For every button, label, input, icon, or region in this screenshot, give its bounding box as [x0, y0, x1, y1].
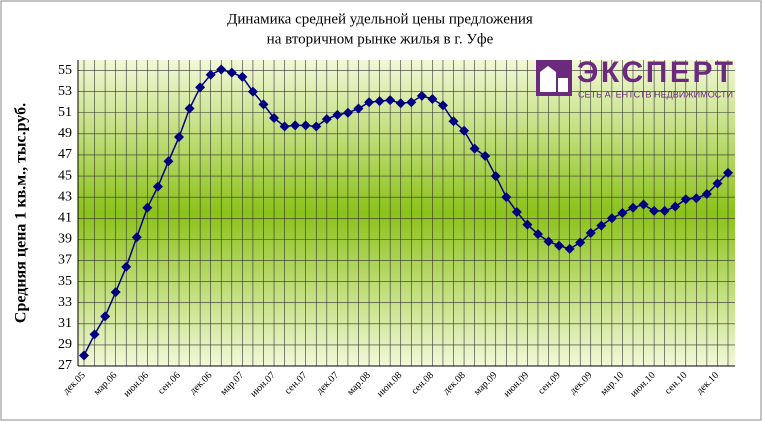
y-tick-label: 31 — [58, 316, 72, 331]
data-point — [670, 201, 681, 212]
y-tick-label: 33 — [58, 295, 72, 310]
data-point — [448, 116, 459, 127]
y-tick-label: 43 — [58, 189, 72, 204]
chart-title: Динамика средней удельной цены предложен… — [227, 11, 533, 27]
data-point — [501, 192, 512, 203]
data-point — [723, 167, 733, 178]
data-point — [258, 99, 269, 110]
data-point — [342, 107, 353, 118]
data-point — [163, 156, 174, 167]
data-point — [247, 86, 258, 97]
data-point — [290, 120, 301, 131]
data-point — [680, 194, 691, 205]
y-tick-label: 39 — [58, 232, 72, 247]
data-point — [585, 228, 596, 239]
data-point — [195, 82, 206, 93]
data-point — [638, 199, 649, 210]
data-point — [511, 206, 522, 217]
data-point — [374, 96, 385, 107]
data-point — [121, 261, 132, 272]
data-point — [300, 120, 311, 131]
logo-name: ЭКСПЕРТ — [577, 56, 733, 89]
data-point — [89, 329, 100, 340]
data-point — [131, 232, 142, 243]
data-point — [174, 132, 185, 143]
y-tick-label: 27 — [58, 358, 72, 373]
data-point — [659, 205, 670, 216]
data-point — [490, 171, 501, 182]
data-point — [353, 103, 364, 114]
logo-house — [540, 66, 568, 92]
y-tick-label: 55 — [58, 63, 72, 78]
data-point — [184, 103, 195, 114]
data-point — [269, 113, 280, 124]
data-point — [532, 229, 543, 240]
data-point — [596, 220, 607, 231]
data-point — [311, 121, 322, 132]
data-point — [79, 350, 89, 361]
data-point — [142, 202, 153, 213]
logo-tagline: СЕТЬ АГЕНТСТВ НЕДВИЖИМОСТИ — [578, 89, 733, 99]
y-tick-label: 53 — [58, 84, 72, 99]
y-tick-label: 47 — [58, 147, 72, 162]
plot-area — [78, 60, 735, 366]
data-point — [237, 71, 248, 82]
data-point — [691, 193, 702, 204]
data-point — [459, 125, 470, 136]
data-point — [100, 311, 111, 322]
y-tick-label: 41 — [58, 210, 72, 225]
data-point — [617, 208, 628, 218]
data-point — [226, 67, 237, 78]
y-tick-label: 29 — [58, 337, 72, 352]
data-point — [110, 287, 121, 298]
y-tick-label: 35 — [58, 274, 72, 289]
data-point — [554, 240, 565, 251]
data-point — [205, 69, 216, 80]
data-point — [395, 98, 406, 109]
data-point — [606, 213, 617, 224]
data-point — [649, 205, 660, 216]
data-point — [701, 189, 712, 200]
y-axis-title: Средняя цена 1 кв.м., тыс.руб. — [13, 103, 30, 323]
data-point — [437, 100, 448, 111]
data-point — [279, 121, 290, 132]
data-point — [564, 243, 575, 254]
logo: ЭКСПЕРТ СЕТЬ АГЕНТСТВ НЕДВИЖИМОСТИ — [536, 56, 733, 99]
data-point — [522, 219, 533, 230]
data-point — [469, 143, 480, 154]
data-point — [385, 95, 396, 106]
y-tick-label: 45 — [58, 168, 72, 183]
data-point — [427, 94, 438, 105]
data-point — [152, 181, 163, 192]
y-tick-label: 37 — [58, 253, 72, 268]
data-point — [332, 109, 343, 120]
data-point — [416, 90, 427, 101]
data-point — [364, 97, 375, 108]
data-point — [627, 202, 638, 213]
data-point — [216, 64, 227, 75]
data-point — [480, 151, 491, 162]
data-point — [712, 178, 723, 189]
data-point — [321, 114, 332, 125]
y-tick-label: 49 — [58, 126, 72, 141]
chart-subtitle: на вторичном рынке жилья в г. Уфе — [267, 31, 494, 47]
y-tick-label: 51 — [58, 105, 72, 120]
data-point — [543, 236, 554, 247]
data-point — [575, 237, 586, 248]
data-point — [406, 97, 417, 108]
